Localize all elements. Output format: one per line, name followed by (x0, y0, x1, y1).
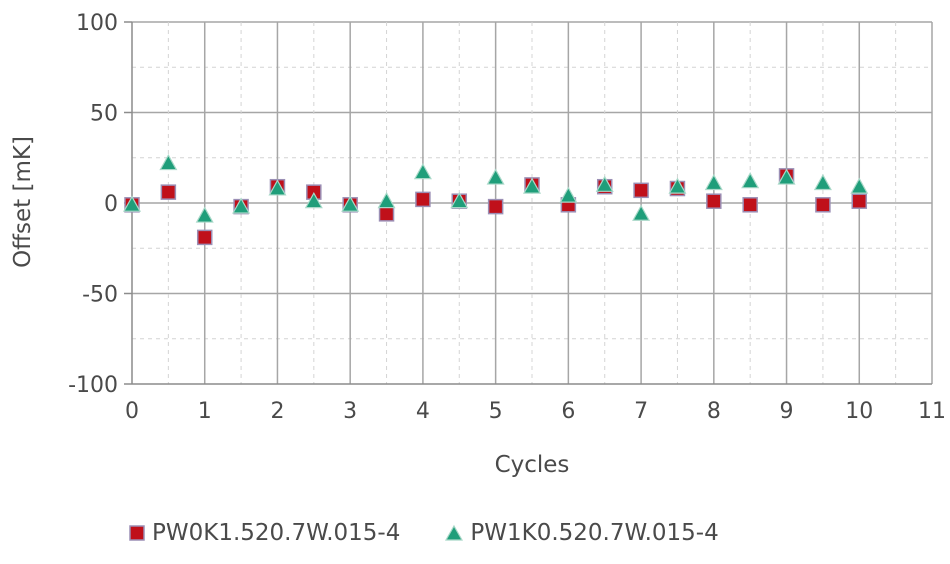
y-tick-label: 100 (76, 11, 118, 36)
legend-item-series-2: PW1K0.520.7W.015-4 (444, 520, 719, 546)
y-tick-label: -100 (68, 373, 118, 398)
legend-item-series-1: PW0K1.520.7W.015-4 (128, 520, 400, 546)
y-axis-title: Offset [mK] (10, 136, 36, 268)
x-tick-label: 6 (561, 399, 575, 424)
data-point-triangle (559, 186, 578, 203)
data-point-triangle (741, 172, 760, 189)
data-point-triangle (159, 153, 178, 171)
x-axis-title: Cycles (495, 452, 570, 478)
data-point-square (742, 197, 758, 213)
data-point-triangle (232, 197, 251, 214)
data-point-triangle (668, 177, 687, 194)
grid (132, 21, 933, 384)
data-point-square (706, 193, 722, 209)
x-tick-label: 1 (198, 399, 212, 424)
data-point-triangle (413, 162, 432, 180)
x-tick-label: 10 (845, 399, 873, 424)
data-point-square (815, 197, 831, 213)
data-points (122, 153, 869, 246)
y-tick-label: 0 (104, 192, 118, 217)
tick-labels: 100 50 0 -50 -100 0 1 2 3 4 5 6 7 8 9 10 11 (68, 11, 946, 424)
data-point-triangle (450, 191, 469, 209)
data-point-square (851, 193, 868, 209)
x-tick-label: 9 (780, 399, 794, 424)
x-tick-label: 7 (634, 399, 648, 424)
data-point-triangle (522, 177, 542, 194)
x-tick-label: 8 (707, 399, 721, 424)
data-point-triangle (704, 173, 723, 191)
data-point-triangle (813, 173, 832, 191)
legend: PW0K1.520.7W.015-4 PW1K0.520.7W.015-4 (128, 520, 763, 546)
data-point-triangle (195, 206, 214, 223)
data-point-triangle (341, 195, 360, 212)
data-point-triangle (632, 204, 651, 221)
x-tick-label: 3 (343, 399, 357, 424)
data-point-square (487, 198, 504, 215)
y-tick-label: 50 (90, 102, 118, 127)
x-tick-label: 11 (918, 399, 946, 424)
triangle-marker-icon (445, 524, 464, 541)
data-point-triangle (486, 168, 505, 185)
data-point-triangle (304, 191, 323, 209)
data-point-triangle (850, 177, 869, 194)
data-point-square (633, 182, 649, 199)
data-point-square (378, 206, 395, 222)
data-point-triangle (595, 175, 614, 192)
square-marker-icon (129, 525, 145, 541)
data-point-triangle (377, 191, 396, 209)
x-tick-label: 4 (416, 399, 430, 424)
data-point-triangle (268, 179, 287, 196)
x-tick-label: 2 (270, 399, 284, 424)
y-tick-label: -50 (82, 283, 118, 308)
data-point-square (196, 229, 213, 246)
legend-label-series-1: PW0K1.520.7W.015-4 (152, 520, 401, 546)
data-point-triangle (777, 168, 796, 185)
data-point-square (160, 184, 177, 200)
data-point-square (415, 191, 431, 208)
x-tick-label: 0 (125, 399, 139, 424)
x-tick-label: 5 (489, 399, 503, 424)
legend-label-series-2: PW1K0.520.7W.015-4 (470, 520, 719, 546)
data-point-triangle (122, 195, 142, 212)
